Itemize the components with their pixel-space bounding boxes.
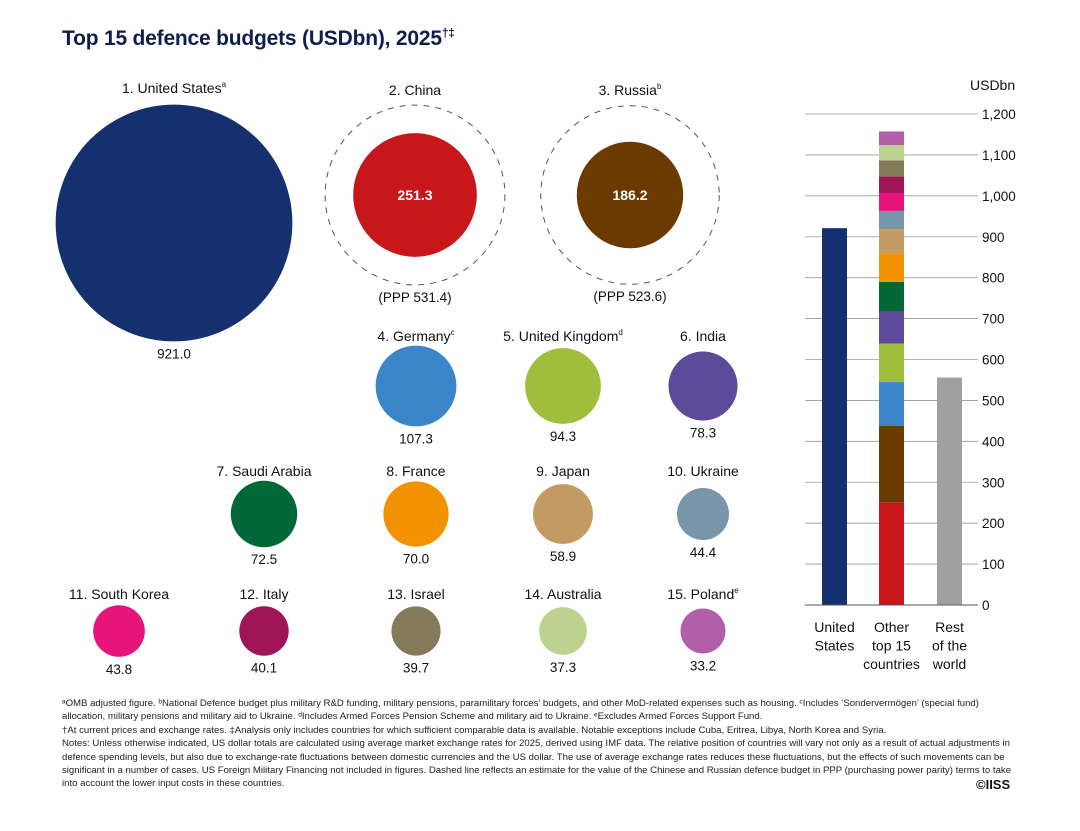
- bubble-label-ukraine: 10. Ukraine: [667, 463, 739, 479]
- bar-1-segment-5: [879, 281, 904, 312]
- bubble-india: [668, 351, 738, 421]
- bubble-value-china: 251.3: [397, 187, 432, 203]
- category-label-1-1: top 15: [872, 638, 911, 654]
- bubble-saudi-arabia: [230, 480, 298, 548]
- category-label-2-2: world: [932, 656, 966, 672]
- bubble-label-united-states: 1. United Statesa: [122, 80, 227, 96]
- bubble-value-germany: 107.3: [399, 431, 433, 446]
- bubble-russia: [576, 141, 684, 249]
- bubble-label-india: 6. India: [680, 328, 726, 344]
- bubble-value-ukraine: 44.4: [690, 545, 717, 560]
- bubble-label-japan: 9. Japan: [536, 463, 590, 479]
- bubble-value-france: 70.0: [403, 552, 429, 567]
- bubble-france: [383, 481, 449, 547]
- footnote-superscripts: ᵃOMB adjusted figure. ᵇNational Defence …: [62, 698, 979, 723]
- bubble-label-australia: 14. Australia: [524, 586, 601, 602]
- chart-title-marks: †‡: [441, 26, 455, 40]
- ppp-label-china: (PPP 531.4): [378, 290, 451, 305]
- bubble-united-kingdom: [525, 348, 601, 424]
- footnote-notes: Notes: Unless otherwise indicated, US do…: [62, 738, 1012, 790]
- ytick-label-5: 500: [982, 393, 1005, 408]
- bubble-value-south-korea: 43.8: [106, 662, 132, 677]
- ytick-label-7: 700: [982, 312, 1005, 327]
- ytick-label-9: 900: [982, 230, 1005, 245]
- bar-1-segment-9: [879, 192, 904, 211]
- copyright: ©IISS: [976, 777, 1011, 792]
- bubble-value-israel: 39.7: [403, 661, 429, 676]
- bubble-label-united-kingdom: 5. United Kingdomd: [503, 328, 623, 344]
- ytick-label-11: 1,100: [982, 148, 1016, 163]
- bubble-value-saudi-arabia: 72.5: [251, 552, 277, 567]
- bubble-value-united-kingdom: 94.3: [550, 429, 576, 444]
- bubble-japan: [533, 484, 593, 544]
- category-label-1-0: Other: [874, 619, 909, 635]
- bubble-italy: [239, 606, 289, 656]
- bar-1-segment-6: [879, 253, 904, 282]
- bubble-australia: [539, 607, 587, 655]
- category-label-2-0: Rest: [935, 619, 964, 635]
- ytick-label-2: 200: [982, 516, 1005, 531]
- bubble-china: [353, 133, 477, 257]
- bar-1-segment-7: [879, 229, 904, 254]
- ytick-label-12: 1,200: [982, 107, 1016, 122]
- chart-title-text: Top 15 defence budgets (USDbn), 2025: [62, 27, 442, 50]
- ppp-circle-china: [324, 104, 506, 286]
- bar-1-segment-2: [879, 382, 904, 426]
- bubble-value-india: 78.3: [690, 426, 716, 441]
- bubble-poland: [680, 608, 726, 654]
- ytick-label-10: 1,000: [982, 189, 1016, 204]
- bubble-label-germany: 4. Germanyc: [377, 328, 454, 344]
- bubble-label-italy: 12. Italy: [239, 586, 288, 602]
- bubble-label-france: 8. France: [386, 463, 445, 479]
- footnote-daggers: †At current prices and exchange rates. ‡…: [62, 724, 887, 736]
- bar-1-segment-0: [879, 502, 904, 605]
- bar-1-segment-12: [879, 145, 904, 161]
- ytick-label-4: 400: [982, 434, 1005, 449]
- bar-1-segment-13: [879, 131, 904, 146]
- bubble-value-united-states: 921.0: [157, 346, 191, 361]
- ytick-label-3: 300: [982, 475, 1005, 490]
- bubble-israel: [391, 606, 441, 656]
- bar-1-segment-10: [879, 176, 904, 193]
- category-label-1-2: countries: [863, 656, 920, 672]
- footnotes: ᵃOMB adjusted figure. ᵇNational Defence …: [62, 697, 1022, 791]
- category-label-0-0: United: [814, 619, 854, 635]
- bubble-label-china: 2. China: [389, 82, 441, 98]
- bar-0-segment-0: [822, 228, 847, 605]
- ytick-label-1: 100: [982, 557, 1005, 572]
- bar-1-segment-8: [879, 210, 904, 230]
- bar-1-segment-1: [879, 425, 904, 503]
- chart-title: Top 15 defence budgets (USDbn), 2025†‡: [62, 26, 455, 51]
- bubble-value-australia: 37.3: [550, 660, 576, 675]
- bubble-germany: [375, 345, 457, 427]
- chart-canvas: 1. United Statesa 921.0 2. China (PPP 531.4…: [55, 77, 1016, 677]
- bar-1-segment-3: [879, 343, 904, 383]
- bar-1-segment-11: [879, 160, 904, 177]
- ppp-circle-russia: [540, 105, 720, 285]
- bubble-value-russia: 186.2: [612, 187, 647, 203]
- bubble-south-korea: [93, 605, 145, 657]
- ppp-label-russia: (PPP 523.6): [593, 289, 666, 304]
- category-label-0-1: States: [815, 638, 855, 654]
- bubble-ukraine: [677, 488, 729, 540]
- ytick-label-6: 600: [982, 353, 1005, 368]
- bar-2-segment-0: [937, 377, 962, 605]
- bubble-united-states: [55, 104, 293, 342]
- ytick-label-0: 0: [982, 598, 990, 613]
- bubble-label-south-korea: 11. South Korea: [69, 586, 169, 602]
- bubble-label-israel: 13. Israel: [387, 586, 445, 602]
- bubble-value-japan: 58.9: [550, 549, 576, 564]
- bubble-label-russia: 3. Russiab: [599, 82, 662, 98]
- bubble-value-poland: 33.2: [690, 658, 716, 673]
- ytick-label-8: 800: [982, 271, 1005, 286]
- category-label-2-1: of the: [932, 638, 967, 654]
- bubble-value-italy: 40.1: [251, 661, 277, 676]
- bar-1-segment-4: [879, 311, 904, 344]
- y-axis-label: USDbn: [970, 77, 1015, 93]
- bubble-label-poland: 15. Polande: [667, 586, 739, 602]
- bubble-label-saudi-arabia: 7. Saudi Arabia: [217, 463, 312, 479]
